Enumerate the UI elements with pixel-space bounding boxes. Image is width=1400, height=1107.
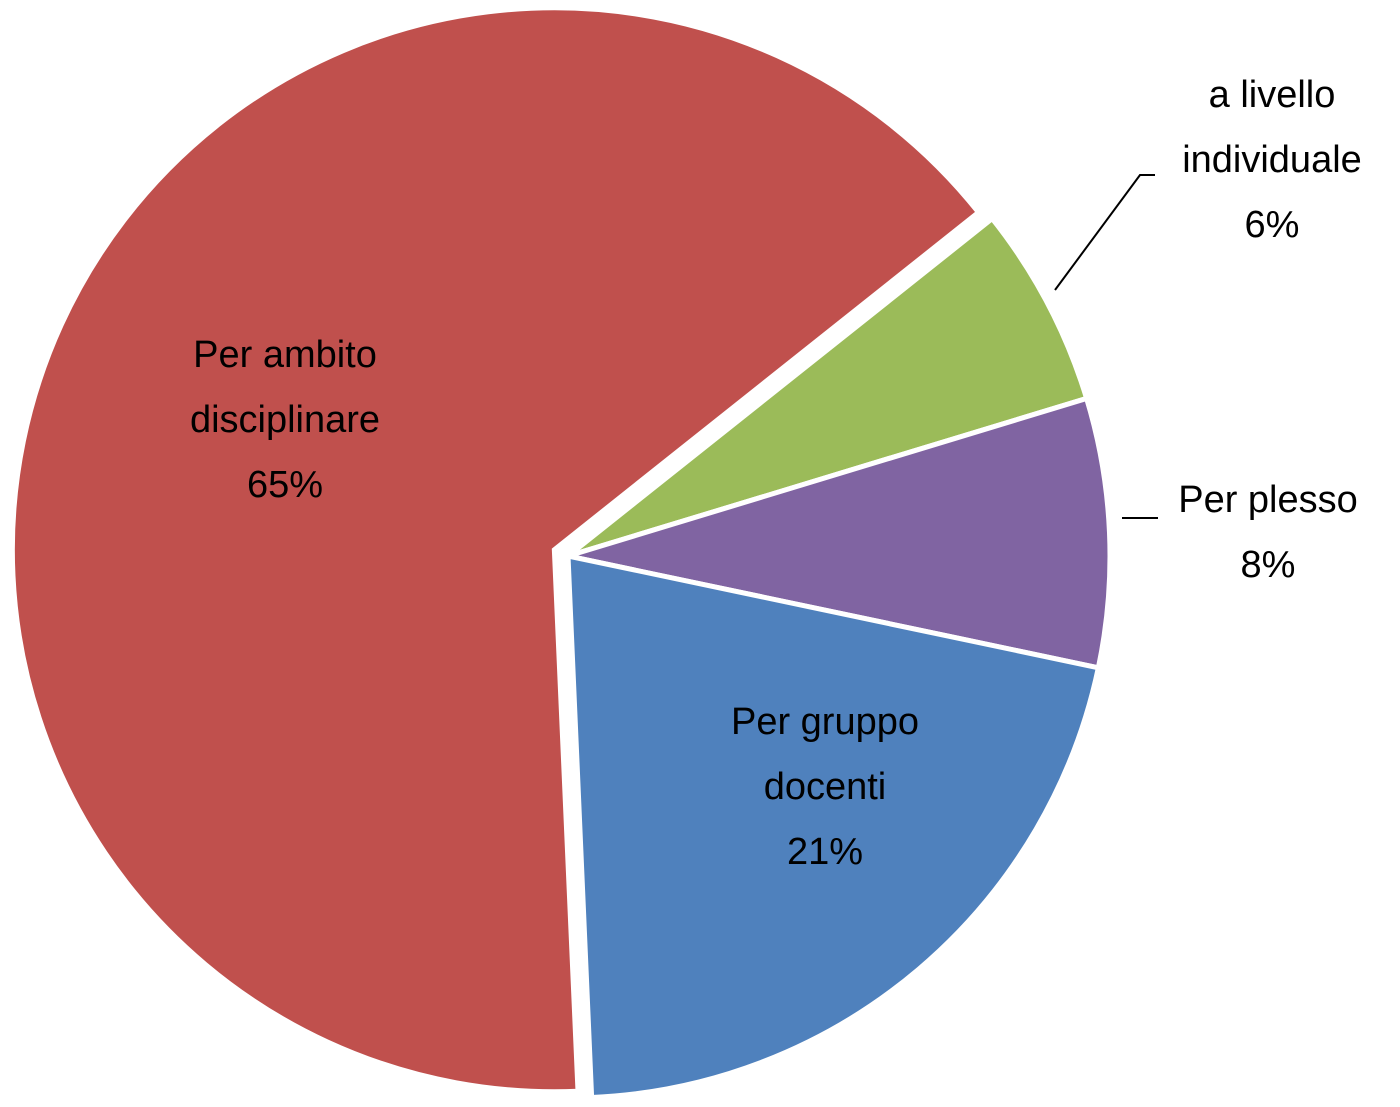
pie-slice	[565, 552, 1102, 1101]
slice-label: Per ambito disciplinare	[189, 334, 381, 441]
slice-label: a livello individuale	[1182, 74, 1362, 181]
pie-slice	[566, 215, 1090, 559]
slice-label: Per gruppo docenti	[730, 701, 919, 808]
slice-value-label: 65%	[246, 464, 324, 506]
slice-value-label: 6%	[1244, 204, 1300, 246]
pie-slice	[9, 5, 983, 1095]
slice-value-label: 21%	[786, 831, 864, 873]
pie-slice	[567, 395, 1113, 671]
slice-value-label: 8%	[1240, 544, 1296, 586]
leader-line	[1054, 174, 1155, 291]
slice-label: Per plesso	[1178, 479, 1358, 521]
